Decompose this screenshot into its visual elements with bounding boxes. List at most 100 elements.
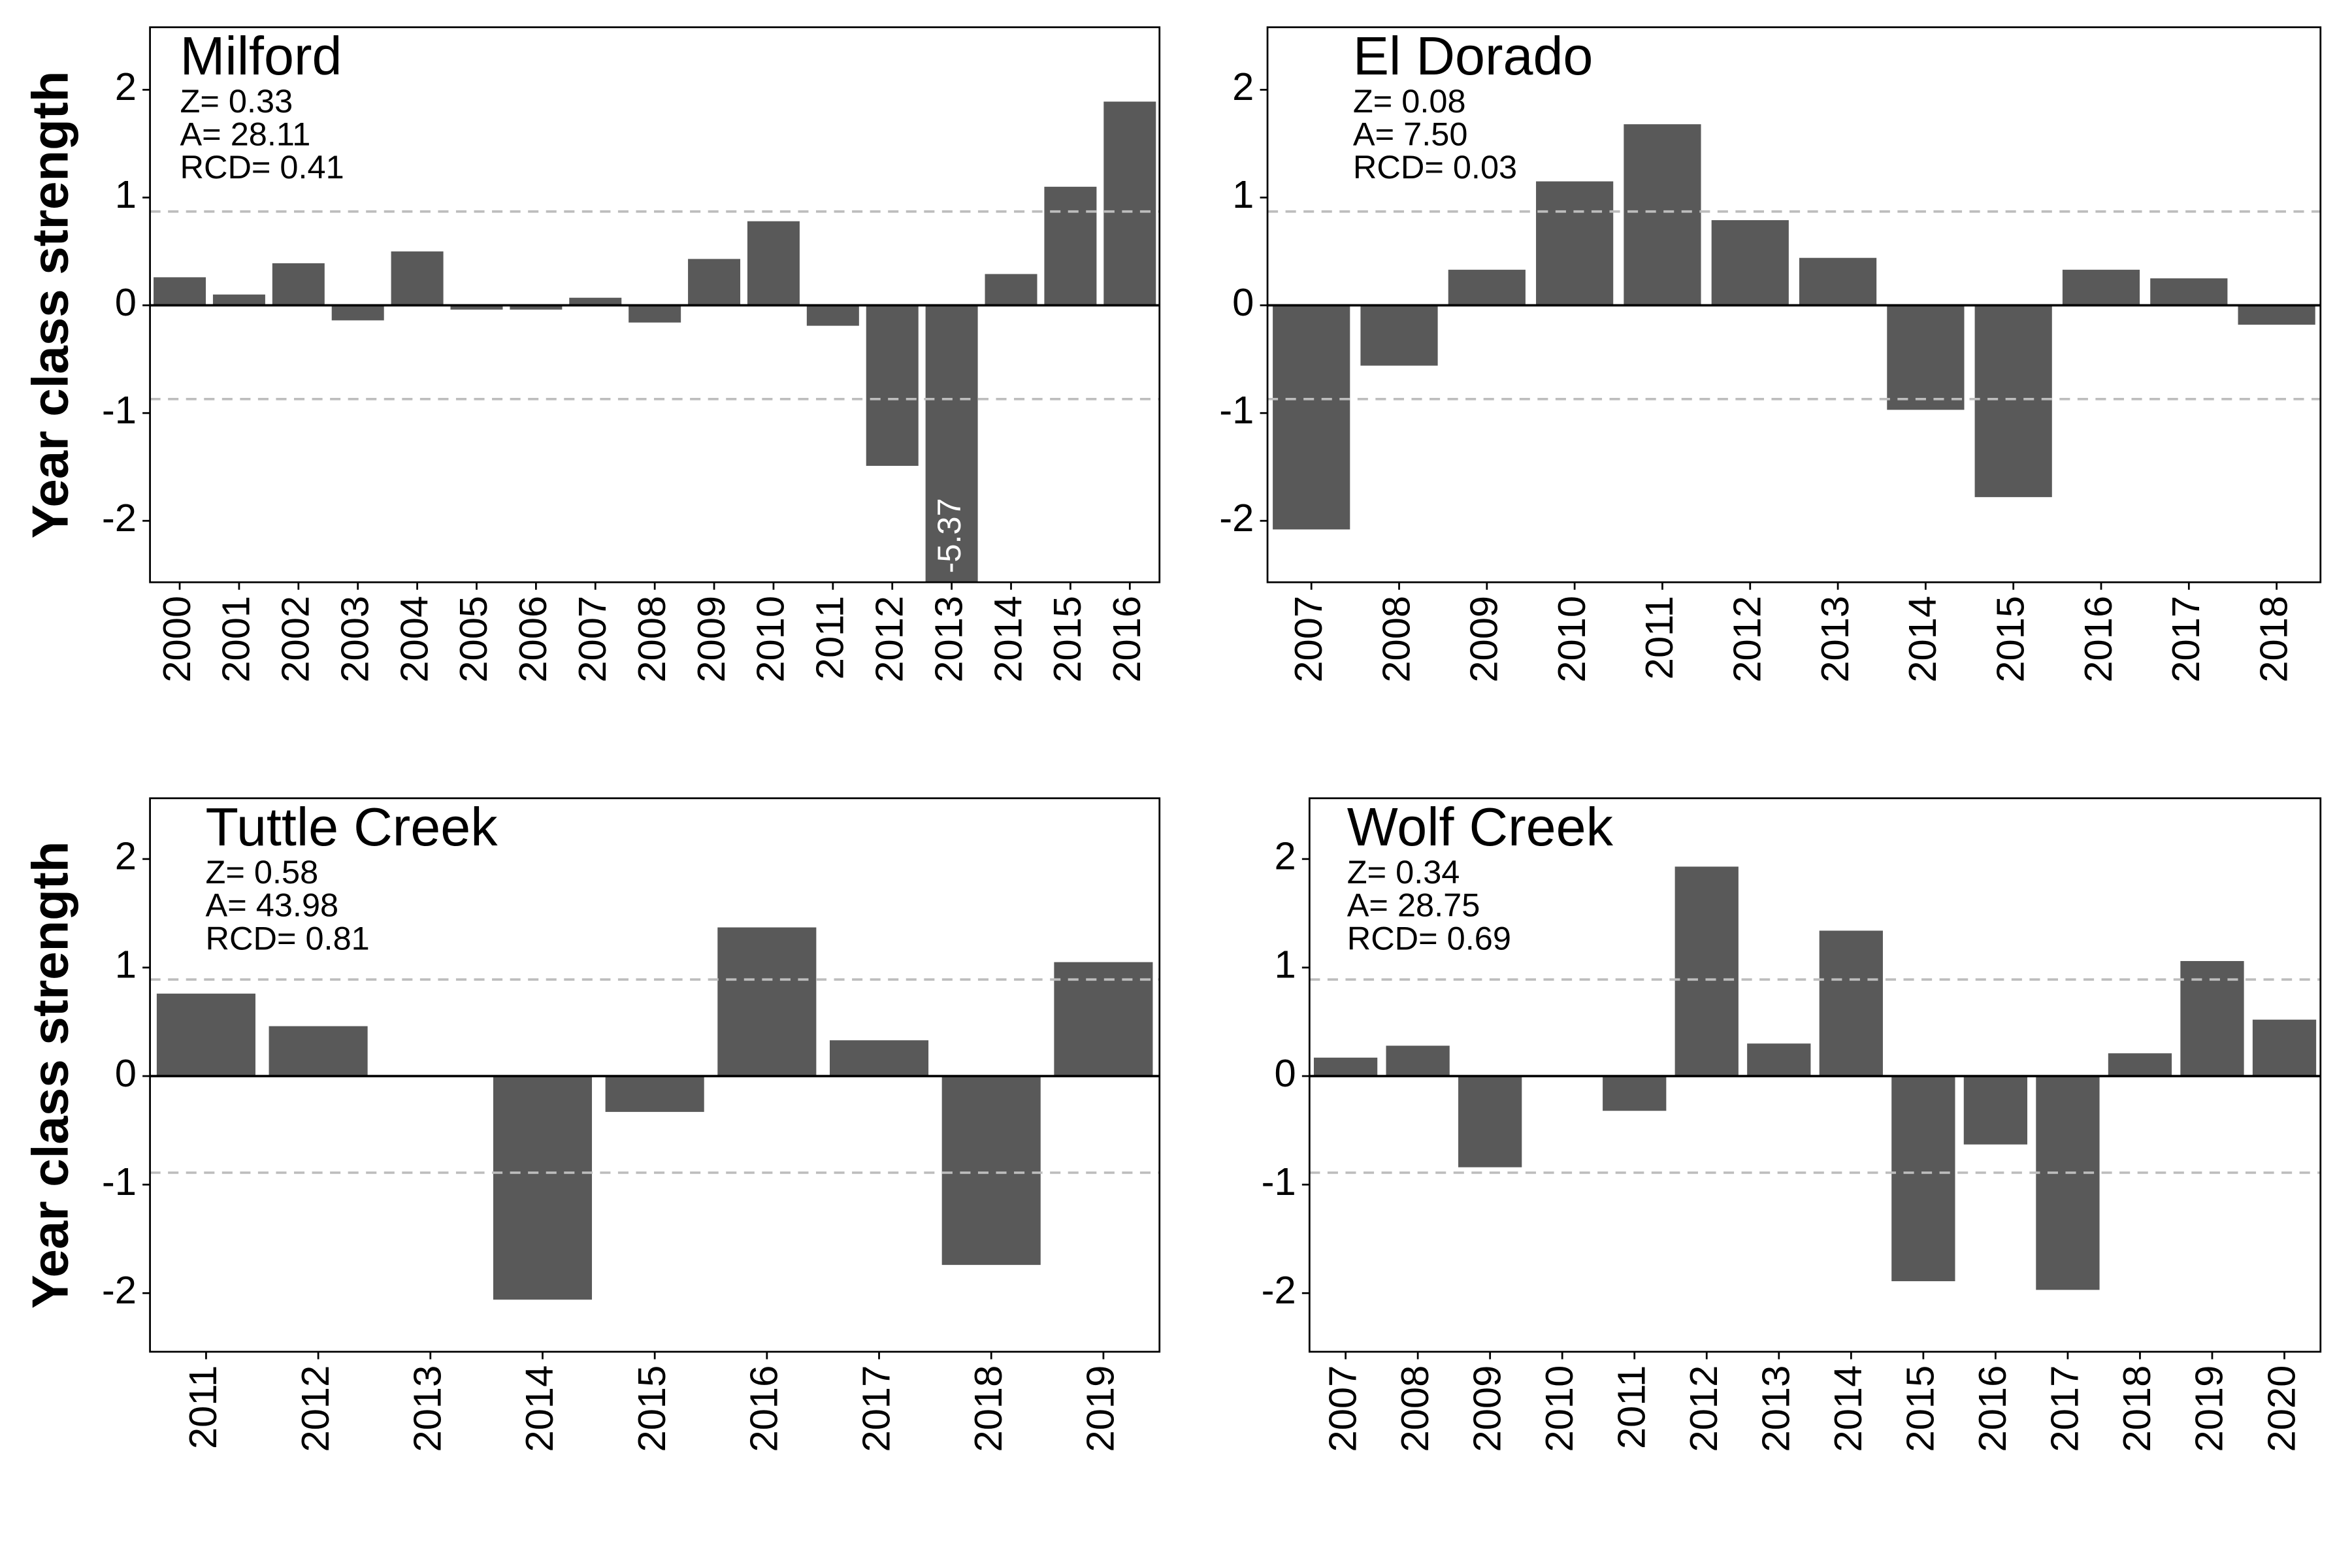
bar bbox=[1624, 124, 1701, 306]
bar bbox=[925, 305, 978, 583]
y-tick-label: 0 bbox=[115, 280, 137, 324]
bar bbox=[450, 305, 503, 310]
panel: -5.37 -2 -1 0 1 2 2000 2001 2002 2003 2004 2005 2006… bbox=[21, 25, 1161, 683]
bar bbox=[688, 259, 741, 306]
x-tick-label: 2009 bbox=[1465, 1365, 1509, 1452]
plot-frame bbox=[1308, 797, 2322, 1353]
bar bbox=[272, 263, 325, 306]
x-tick-label: 2015 bbox=[1988, 596, 2032, 683]
bar bbox=[156, 993, 255, 1077]
panel-annotation: Z= 0.08 bbox=[1353, 82, 1466, 120]
x-tick-label: 2017 bbox=[2043, 1365, 2087, 1452]
x-tick-label: 2020 bbox=[2259, 1365, 2303, 1452]
y-tick-label: -1 bbox=[1262, 1160, 1296, 1203]
panel: -2 -1 0 1 2 2007 2008 2009 2010 2011 2012 2013 2014 2… bbox=[1262, 796, 2322, 1452]
bar bbox=[1054, 962, 1153, 1077]
y-tick-label: 1 bbox=[1232, 172, 1254, 216]
bar bbox=[629, 305, 681, 323]
y-tick-label: 2 bbox=[115, 65, 137, 108]
y-tick-label: -1 bbox=[102, 388, 137, 432]
y-tick-label: 2 bbox=[1274, 834, 1296, 878]
bar bbox=[1273, 305, 1350, 530]
x-tick-label: 2013 bbox=[1754, 1365, 1798, 1452]
x-tick-label: 2015 bbox=[1045, 596, 1089, 683]
y-tick-label: 0 bbox=[1274, 1051, 1296, 1095]
panel-annotation: RCD= 0.03 bbox=[1353, 148, 1517, 186]
y-tick-label: -1 bbox=[102, 1160, 137, 1203]
x-tick-label: 2007 bbox=[570, 596, 614, 683]
x-tick-label: 2015 bbox=[630, 1365, 674, 1452]
x-tick-label: 2008 bbox=[630, 596, 674, 683]
panel: -2 -1 0 1 2 2011 2012 2013 2014 2015 2016 2017 2018 2… bbox=[21, 796, 1161, 1452]
x-tick-label: 2018 bbox=[2115, 1365, 2159, 1452]
x-tick-label: 2011 bbox=[808, 596, 852, 679]
bar bbox=[212, 294, 265, 306]
bar bbox=[1711, 220, 1789, 306]
x-tick-label: 2001 bbox=[214, 596, 258, 683]
panel-annotation: Z= 0.34 bbox=[1347, 853, 1460, 890]
x-tick-label: 2003 bbox=[333, 596, 376, 683]
x-tick-label: 2011 bbox=[1637, 596, 1681, 679]
panel-title: El Dorado bbox=[1353, 25, 1593, 86]
x-tick-label: 2008 bbox=[1374, 596, 1418, 683]
bar bbox=[269, 1026, 368, 1077]
bar bbox=[1448, 269, 1526, 306]
bar bbox=[605, 1076, 704, 1112]
panel-annotation: A= 28.75 bbox=[1347, 887, 1480, 924]
x-tick-label: 2015 bbox=[1899, 1365, 1942, 1452]
panel: -2 -1 0 1 2 2007 2008 2009 2010 2011 2012 2013 2014 2… bbox=[1219, 25, 2322, 683]
panel-title: Tuttle Creek bbox=[206, 796, 498, 857]
bar bbox=[154, 277, 206, 306]
bar bbox=[2062, 269, 2140, 306]
x-tick-label: 2006 bbox=[511, 596, 555, 683]
bar bbox=[2036, 1076, 2100, 1290]
bar bbox=[806, 305, 859, 326]
x-tick-label: 2009 bbox=[1462, 596, 1506, 683]
bar bbox=[1044, 186, 1097, 306]
x-tick-label: 2005 bbox=[451, 596, 495, 683]
x-tick-label: 2016 bbox=[1970, 1365, 2014, 1452]
panel-annotation: A= 7.50 bbox=[1353, 116, 1468, 153]
y-axis-label: Year class strength bbox=[21, 71, 78, 539]
panel-annotation: Z= 0.58 bbox=[206, 853, 319, 890]
bar bbox=[717, 927, 817, 1077]
bar bbox=[866, 305, 919, 466]
bar bbox=[1974, 305, 2052, 497]
y-tick-label: 2 bbox=[115, 834, 137, 878]
x-tick-label: 2012 bbox=[293, 1365, 337, 1452]
bar bbox=[2150, 278, 2228, 306]
x-tick-label: 2012 bbox=[1682, 1365, 1725, 1452]
y-tick-label: 1 bbox=[115, 172, 137, 216]
bar bbox=[331, 305, 384, 321]
y-tick-label: -1 bbox=[1219, 388, 1254, 432]
x-tick-label: 2007 bbox=[1286, 596, 1330, 683]
panel-annotation: RCD= 0.69 bbox=[1347, 919, 1511, 956]
panel-annotation: Z= 0.33 bbox=[180, 82, 293, 120]
x-tick-label: 2009 bbox=[689, 596, 733, 683]
x-tick-label: 2000 bbox=[155, 596, 199, 683]
x-tick-label: 2016 bbox=[742, 1365, 786, 1452]
y-tick-label: -2 bbox=[1262, 1268, 1296, 1312]
panel-annotation: RCD= 0.41 bbox=[180, 148, 344, 186]
y-tick-label: 0 bbox=[1232, 280, 1254, 324]
bar bbox=[1963, 1076, 2028, 1145]
y-axis-label: Year class strength bbox=[21, 841, 78, 1309]
x-tick-label: 2013 bbox=[1813, 596, 1857, 683]
x-tick-label: 2011 bbox=[1609, 1365, 1653, 1449]
bar bbox=[1674, 866, 1739, 1077]
bar bbox=[1360, 305, 1438, 366]
x-tick-label: 2002 bbox=[274, 596, 318, 683]
y-tick-label: 1 bbox=[115, 943, 137, 987]
bar bbox=[941, 1076, 1041, 1266]
value-label: -5.37 bbox=[930, 498, 968, 573]
x-tick-label: 2010 bbox=[749, 596, 792, 683]
x-tick-label: 2010 bbox=[1550, 596, 1593, 683]
x-tick-label: 2014 bbox=[517, 1365, 561, 1452]
panel-annotation: RCD= 0.81 bbox=[206, 919, 370, 956]
x-tick-label: 2014 bbox=[1901, 596, 1944, 683]
x-tick-label: 2019 bbox=[1079, 1365, 1122, 1452]
x-tick-label: 2012 bbox=[867, 596, 911, 683]
y-tick-label: 2 bbox=[1232, 65, 1254, 108]
